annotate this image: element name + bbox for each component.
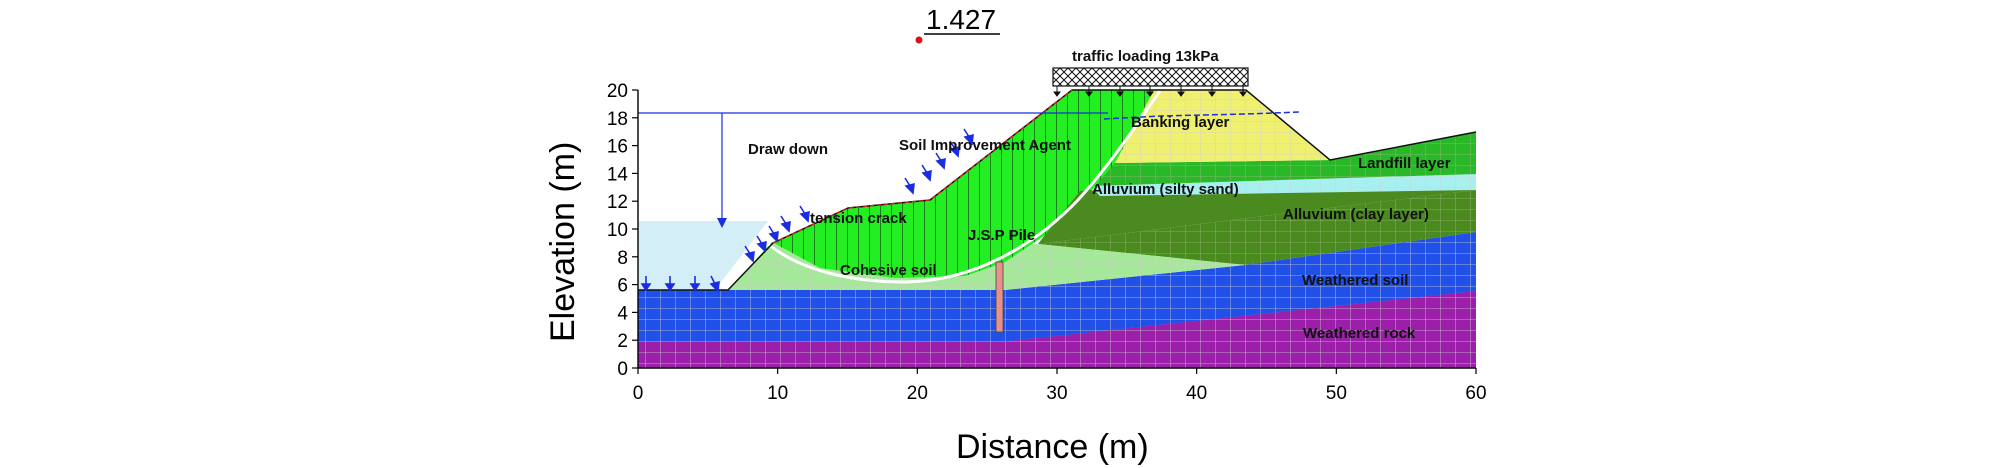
label-banking-layer: Banking layer xyxy=(1131,114,1230,131)
y-axis-ticks: 0 2 4 6 8 10 12 14 16 18 20 xyxy=(607,81,638,380)
y-tick-label: 4 xyxy=(617,303,628,324)
label-draw-down: Draw down xyxy=(748,141,828,158)
label-weathered-soil: Weathered soil xyxy=(1302,272,1408,289)
label-landfill-layer: Landfill layer xyxy=(1358,155,1451,172)
draw-down-indicator xyxy=(638,112,1108,228)
layer-alluvium-silty-sand xyxy=(1038,174,1476,244)
x-tick-label: 10 xyxy=(767,383,788,404)
traffic-load: traffic loading 13kPa xyxy=(1052,48,1249,97)
label-soil-improvement-agent: Soil Improvement Agent xyxy=(899,137,1071,154)
x-tick-label: 60 xyxy=(1465,383,1486,404)
label-jsp-pile: J.S.P Pile xyxy=(968,227,1035,244)
x-tick-label: 20 xyxy=(907,383,928,404)
y-tick-label: 6 xyxy=(617,276,628,297)
factor-of-safety: 1.427 xyxy=(926,4,996,35)
y-tick-label: 14 xyxy=(607,164,629,185)
y-tick-label: 8 xyxy=(617,248,628,269)
x-tick-label: 40 xyxy=(1186,383,1207,404)
water-pressure-arrows xyxy=(640,128,974,293)
y-tick-label: 16 xyxy=(607,137,628,158)
label-weathered-rock: Weathered rock xyxy=(1303,325,1416,342)
y-tick-label: 12 xyxy=(607,192,628,213)
x-tick-label: 0 xyxy=(633,383,644,404)
x-axis-title: Distance (m) xyxy=(956,428,1149,466)
layer-weathered-rock xyxy=(638,291,1476,368)
y-tick-label: 10 xyxy=(607,220,628,241)
traffic-load-label: traffic loading 13kPa xyxy=(1072,48,1219,65)
y-tick-label: 18 xyxy=(607,109,628,130)
y-tick-label: 0 xyxy=(617,359,628,380)
y-tick-label: 20 xyxy=(607,81,628,102)
layer-alluvium-clay xyxy=(1038,190,1476,265)
y-tick-label: 2 xyxy=(617,331,628,352)
layer-soil-improvement-agent xyxy=(728,90,1154,290)
x-tick-label: 50 xyxy=(1326,383,1347,404)
label-tension-crack: tension crack xyxy=(810,210,907,227)
label-cohesive-soil: Cohesive soil xyxy=(840,262,937,279)
label-alluvium-silty-sand: Alluvium (silty sand) xyxy=(1092,181,1239,198)
water-zone xyxy=(638,221,768,290)
slip-surface xyxy=(767,90,1162,284)
x-axis-ticks: 0 10 20 30 40 50 60 xyxy=(633,368,1487,404)
layer-weathered-soil xyxy=(638,232,1476,342)
y-axis-title: Elevation (m) xyxy=(544,142,582,342)
x-tick-label: 30 xyxy=(1046,383,1067,404)
tension-crack-line xyxy=(772,89,1073,244)
label-alluvium-clay-layer: Alluvium (clay layer) xyxy=(1283,206,1429,223)
layer-landfill xyxy=(1090,132,1476,186)
layer-banking xyxy=(1115,90,1330,163)
jsp-pile xyxy=(995,261,1004,333)
phreatic-line xyxy=(1103,111,1301,120)
ground-surface xyxy=(638,89,1477,291)
slip-center-marker xyxy=(915,36,923,44)
